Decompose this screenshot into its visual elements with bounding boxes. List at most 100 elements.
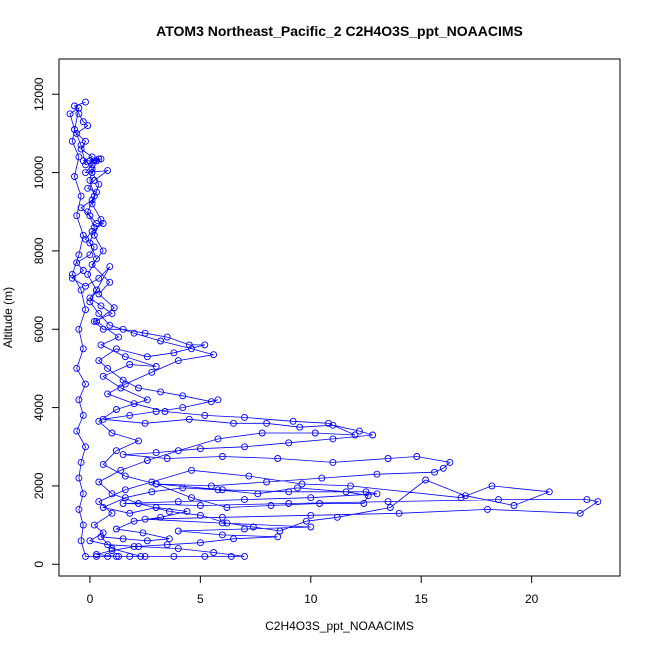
data-point bbox=[77, 286, 85, 294]
y-axis: 0 2000 4000 6000 8000 10000 12000 bbox=[32, 77, 60, 568]
data-point bbox=[214, 486, 222, 494]
data-point bbox=[121, 486, 129, 494]
data-point bbox=[446, 458, 454, 466]
data-point bbox=[130, 400, 138, 408]
data-point bbox=[241, 443, 248, 451]
data-point bbox=[82, 137, 89, 145]
data-point bbox=[99, 460, 107, 468]
data-point bbox=[77, 141, 85, 149]
data-series-layer bbox=[66, 98, 602, 560]
data-point bbox=[135, 500, 142, 507]
data-point bbox=[75, 396, 83, 404]
data-point bbox=[86, 212, 94, 220]
data-point bbox=[68, 274, 76, 282]
data-point bbox=[369, 431, 377, 439]
data-point bbox=[355, 427, 363, 435]
data-point bbox=[88, 165, 96, 173]
data-point bbox=[218, 531, 226, 539]
data-point bbox=[112, 406, 120, 413]
data-point bbox=[95, 417, 103, 425]
data-point bbox=[307, 523, 315, 531]
data-point bbox=[108, 490, 116, 498]
x-tick-label: 5 bbox=[197, 592, 204, 606]
data-point bbox=[93, 317, 100, 325]
data-point bbox=[73, 129, 81, 137]
data-point bbox=[93, 551, 100, 558]
data-point bbox=[121, 472, 129, 480]
data-point bbox=[112, 447, 120, 455]
data-point bbox=[325, 419, 332, 427]
data-point bbox=[93, 255, 100, 263]
data-point bbox=[302, 517, 310, 525]
data-point bbox=[422, 476, 430, 484]
data-point bbox=[119, 376, 127, 384]
data-point bbox=[201, 341, 209, 349]
data-point bbox=[90, 176, 98, 184]
data-point bbox=[112, 345, 120, 353]
data-point bbox=[93, 552, 100, 560]
data-point bbox=[152, 480, 160, 488]
data-point bbox=[267, 502, 275, 509]
data-point bbox=[126, 411, 134, 419]
data-point bbox=[73, 364, 81, 372]
data-point bbox=[99, 504, 107, 511]
data-point bbox=[95, 180, 103, 188]
x-tick-label: 0 bbox=[87, 592, 94, 606]
data-point bbox=[77, 192, 85, 200]
data-point bbox=[75, 104, 83, 112]
data-point bbox=[285, 439, 293, 447]
data-point bbox=[90, 231, 98, 239]
data-point bbox=[274, 455, 282, 462]
y-tick-label: 2000 bbox=[32, 472, 46, 499]
data-point bbox=[88, 261, 96, 269]
data-point bbox=[121, 380, 129, 388]
data-point bbox=[75, 251, 83, 259]
x-tick-label: 20 bbox=[525, 592, 539, 606]
data-point bbox=[79, 490, 87, 498]
data-point bbox=[185, 341, 193, 349]
data-point bbox=[75, 474, 83, 482]
data-point bbox=[66, 110, 74, 118]
data-point bbox=[79, 231, 87, 239]
data-point bbox=[119, 500, 127, 507]
data-point bbox=[161, 408, 169, 415]
data-point bbox=[174, 498, 182, 506]
data-point bbox=[333, 513, 341, 521]
data-point bbox=[152, 504, 160, 511]
y-tick-label: 12000 bbox=[32, 77, 46, 111]
data-point bbox=[152, 408, 160, 415]
data-point bbox=[163, 541, 171, 549]
data-point bbox=[157, 513, 165, 521]
data-point bbox=[88, 161, 96, 169]
data-point bbox=[157, 388, 165, 396]
data-point bbox=[82, 161, 89, 169]
y-axis-label: Altitude (m) bbox=[1, 287, 15, 348]
data-point bbox=[77, 204, 85, 212]
data-point bbox=[117, 466, 125, 474]
data-point bbox=[230, 535, 237, 543]
data-point bbox=[82, 380, 89, 388]
data-point bbox=[188, 345, 195, 353]
data-point bbox=[263, 419, 271, 427]
data-point bbox=[351, 431, 359, 439]
data-point bbox=[68, 137, 76, 145]
data-point bbox=[210, 549, 218, 556]
data-point bbox=[342, 488, 350, 496]
data-point bbox=[137, 552, 145, 560]
data-point bbox=[152, 449, 160, 457]
data-point bbox=[218, 453, 226, 460]
data-point bbox=[386, 504, 394, 511]
data-point bbox=[545, 488, 553, 496]
data-point bbox=[294, 484, 301, 492]
data-point bbox=[223, 504, 231, 511]
data-point bbox=[141, 552, 149, 560]
data-point bbox=[484, 505, 491, 513]
data-point bbox=[285, 488, 293, 496]
plot-area-frame bbox=[58, 58, 621, 577]
data-point bbox=[79, 118, 87, 126]
data-point bbox=[121, 494, 129, 502]
y-tick-label: 8000 bbox=[32, 237, 46, 264]
data-point bbox=[488, 482, 496, 490]
data-point bbox=[263, 478, 271, 486]
data-point bbox=[254, 490, 262, 498]
